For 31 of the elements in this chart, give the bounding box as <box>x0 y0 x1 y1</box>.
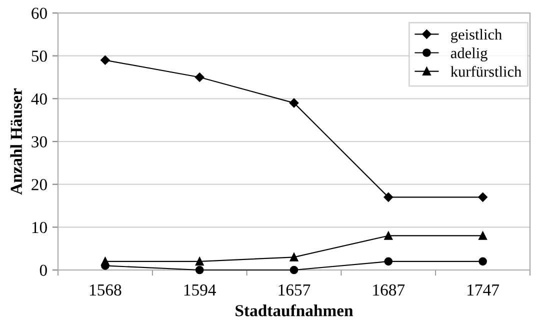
y-tick-label: 0 <box>40 264 47 276</box>
y-tick-label: 50 <box>32 50 47 62</box>
point <box>290 266 298 274</box>
point <box>478 232 487 240</box>
point <box>478 192 488 202</box>
point <box>384 232 393 240</box>
y-tick-label: 60 <box>32 8 47 19</box>
point <box>194 72 204 82</box>
point <box>478 257 487 266</box>
point <box>195 257 204 266</box>
point <box>195 266 204 274</box>
y-tick-label: 20 <box>32 179 47 190</box>
y-axis-title: Anzahl Häuser <box>10 88 22 195</box>
legend-label: geistlich <box>451 28 502 43</box>
x-tick-label: 1594 <box>184 284 216 296</box>
x-tick-label: 1747 <box>468 284 499 296</box>
point <box>384 257 393 266</box>
y-tick-label: 10 <box>32 222 47 234</box>
legend-label: kurfürstlich <box>450 66 522 77</box>
x-tick-label: 1568 <box>90 284 122 296</box>
point <box>289 98 299 108</box>
x-tick-label: 1657 <box>278 284 310 296</box>
point <box>101 257 110 266</box>
point <box>290 252 298 262</box>
point <box>384 192 394 202</box>
x-tick-label: 1687 <box>373 284 405 296</box>
y-tick-label: 40 <box>31 93 47 105</box>
x-axis-title: Stadtaufnahmen <box>236 304 354 316</box>
y-tick-label: 30 <box>32 136 47 148</box>
point <box>100 55 110 65</box>
legend-label: adelig <box>450 48 488 62</box>
